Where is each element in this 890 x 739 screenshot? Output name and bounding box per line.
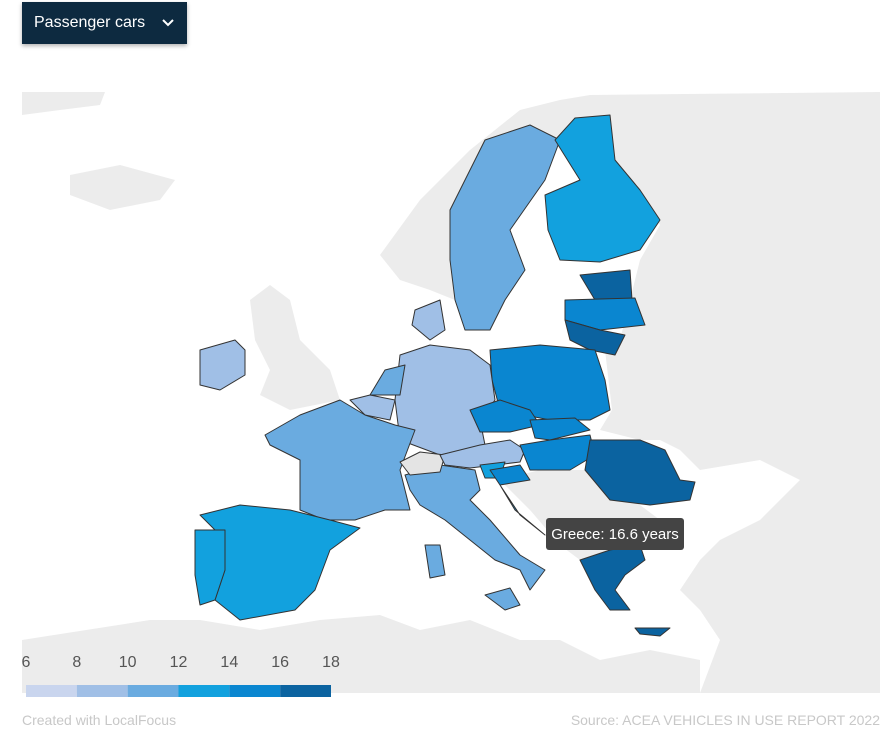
country-netherlands: [369, 364, 406, 396]
country-sweden: [449, 124, 561, 331]
country-finland: [544, 114, 661, 263]
country-italy: [404, 464, 546, 591]
country-latvia: [564, 297, 646, 331]
country-slovakia: [529, 417, 591, 441]
country-romania: [584, 439, 696, 506]
tooltip: Greece: 16.6 years: [546, 518, 684, 550]
country-denmark: [411, 299, 446, 341]
chevron-icon: [162, 19, 174, 27]
country-lithuania: [564, 319, 626, 356]
country-ireland: [199, 339, 246, 391]
legend-tick-label: 8: [72, 654, 81, 671]
source: Source: ACEA VEHICLES IN USE REPORT 2022: [570, 712, 880, 728]
tooltip-text: Greece: 16.6 years: [551, 526, 679, 543]
legend: 6 8 10 12 14 16 18: [22, 654, 340, 697]
legend-tick-label: 18: [322, 654, 340, 671]
country-austria: [439, 439, 526, 469]
country-crete: [634, 627, 671, 637]
legend-tick-label: 6: [22, 654, 31, 671]
countries: [194, 114, 696, 637]
legend-bin: [229, 685, 281, 697]
country-sardinia: [424, 544, 446, 579]
country-portugal: [194, 529, 226, 606]
credit: Created with LocalFocus: [22, 712, 177, 728]
country-poland: [489, 344, 611, 421]
legend-bin: [280, 685, 331, 697]
legend-tick-label: 14: [220, 654, 238, 671]
legend-bin: [127, 685, 179, 697]
legend-bin: [178, 685, 230, 697]
country-switzerland: [399, 451, 446, 476]
legend-tick-label: 10: [119, 654, 137, 671]
legend-bin: [26, 685, 77, 697]
country-france: [264, 399, 416, 521]
vehicle-dropdown[interactable]: Passenger cars: [22, 2, 187, 44]
tooltip-box: [546, 518, 684, 550]
legend-tick-label: 12: [170, 654, 188, 671]
country-croatia: [489, 464, 546, 536]
dropdown-label: Passenger cars: [34, 14, 146, 31]
country-belgium: [349, 394, 396, 421]
country-sicily: [484, 587, 521, 611]
legend-tick-label: 16: [271, 654, 289, 671]
legend-bin: [76, 685, 128, 697]
